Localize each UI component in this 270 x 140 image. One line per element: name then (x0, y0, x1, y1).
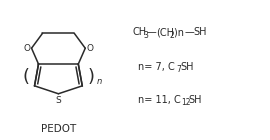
Text: SH: SH (194, 27, 207, 37)
Text: S: S (56, 96, 61, 105)
Text: O: O (87, 44, 94, 53)
Text: O: O (23, 44, 30, 53)
Text: 2: 2 (170, 31, 175, 40)
Text: (: ( (22, 68, 29, 86)
Text: ): ) (88, 68, 95, 86)
Text: SH: SH (181, 62, 194, 72)
Text: PEDOT: PEDOT (41, 124, 76, 134)
Text: n= 7, C: n= 7, C (138, 62, 175, 72)
Text: SH: SH (189, 95, 202, 105)
Text: n: n (97, 77, 102, 86)
Text: 7: 7 (177, 66, 182, 74)
Text: —: — (185, 27, 194, 37)
Text: n= 11, C: n= 11, C (138, 95, 181, 105)
Text: 12: 12 (181, 98, 190, 107)
Text: 3: 3 (143, 31, 148, 40)
Text: )⁠n: )⁠n (174, 27, 184, 37)
Text: CH: CH (132, 27, 146, 37)
Text: (CH: (CH (156, 27, 174, 37)
Text: —: — (147, 27, 157, 37)
